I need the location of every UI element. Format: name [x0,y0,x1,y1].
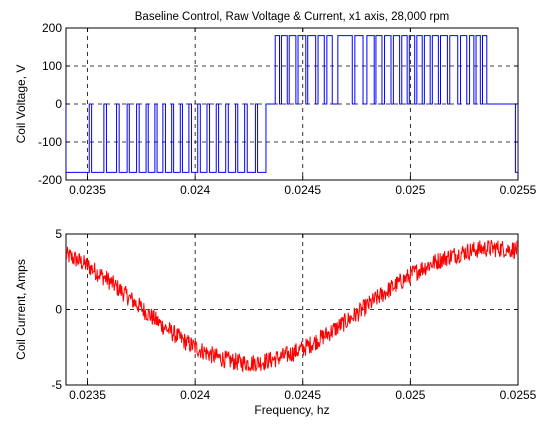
plot-1-xtick-label-3: 0.025 [395,183,425,197]
plot-2-xtick-label-1: 0.024 [180,388,210,402]
plot-1-series-line [66,35,518,173]
plot-1-ytick-label-2: 0 [55,97,62,111]
plot-2-xlabel: Frequency, hz [254,403,329,417]
plot-1-xtick-label-2: 0.0245 [284,183,321,197]
plot-1-ytick-label-4: 200 [42,21,62,35]
plot-1-xtick-label-0: 0.0235 [69,183,106,197]
plot-1-ytick-label-0: -200 [38,173,62,187]
plot-1-ytick-label-1: -100 [38,135,62,149]
plot-1-ytick-label-3: 100 [42,59,62,73]
plot-1-xtick-label-1: 0.024 [180,183,210,197]
plot-1-ylabel: Coil Voltage, V [14,65,28,144]
plot-1-xtick-label-4: 0.0255 [500,183,537,197]
plot-2-xtick-label-0: 0.0235 [69,388,106,402]
plot-2-ytick-label-2: 5 [55,227,62,241]
plot-2-ylabel: Coil Current, Amps [14,259,28,360]
plot-2-xtick-label-3: 0.025 [395,388,425,402]
plot-1-title: Baseline Control, Raw Voltage & Current,… [135,11,450,23]
plot-2-ytick-label-1: 0 [55,303,62,317]
plot-2-series-line [66,239,518,373]
plot-2-xtick-label-2: 0.0245 [284,388,321,402]
plot-2-ytick-label-0: -5 [51,378,62,392]
plot-2-xtick-label-4: 0.0255 [500,388,537,402]
